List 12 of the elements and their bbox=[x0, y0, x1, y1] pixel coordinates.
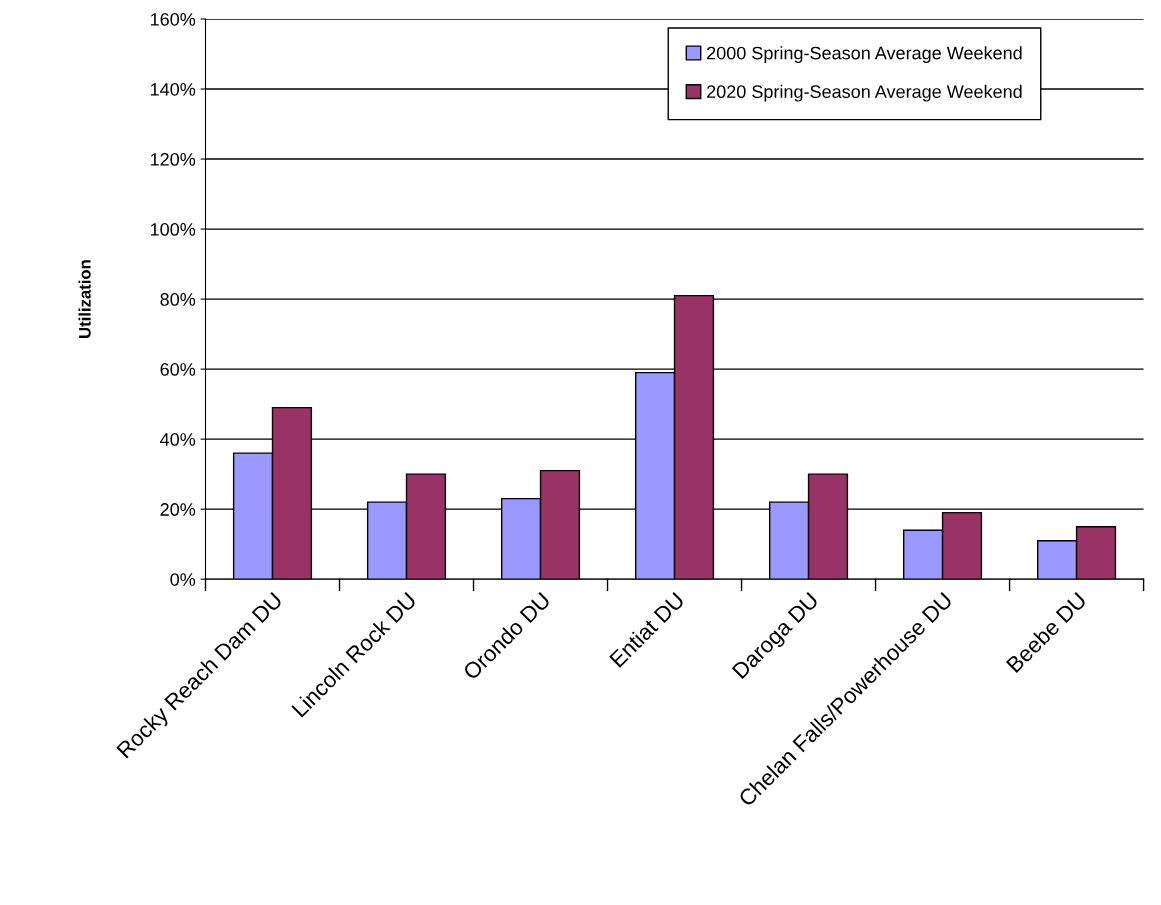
y-tick-label: 40% bbox=[160, 433, 196, 446]
y-tick-label: 60% bbox=[160, 363, 196, 376]
y-tick-label: 100% bbox=[150, 223, 196, 236]
y-axis-title: Utilization bbox=[78, 260, 91, 338]
y-tick-label: 0% bbox=[170, 573, 196, 586]
y-tick-label: 120% bbox=[150, 152, 196, 166]
legend-label: 2000 Spring-Season Average Weekend bbox=[707, 46, 1022, 64]
legend-label: 2020 Spring-Season Average Weekend bbox=[707, 84, 1022, 102]
y-tick-label: 160% bbox=[150, 12, 196, 26]
y-tick-label: 140% bbox=[150, 82, 196, 96]
y-tick-label: 20% bbox=[160, 503, 196, 516]
y-tick-label: 80% bbox=[160, 293, 196, 306]
